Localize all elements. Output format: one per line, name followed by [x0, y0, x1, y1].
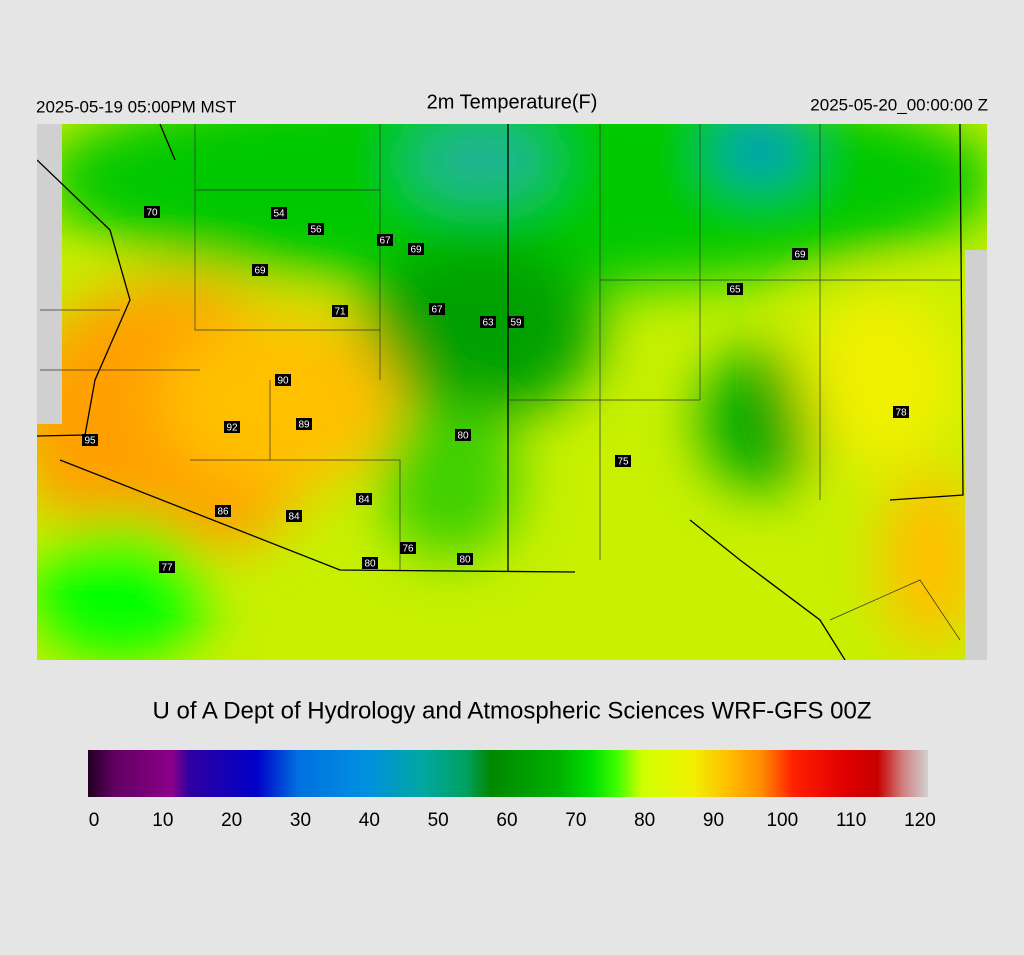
station-value: 70: [146, 208, 158, 219]
station-box: [480, 316, 496, 328]
station-box: [455, 429, 471, 441]
station-value: 84: [288, 512, 300, 523]
station-value: 80: [459, 555, 471, 566]
station-value: 90: [277, 376, 289, 387]
station-value: 63: [482, 318, 494, 329]
station-box: [508, 316, 524, 328]
station-box: [275, 374, 291, 386]
colorbar-tick-label: 10: [152, 810, 173, 831]
map: [37, 124, 987, 660]
station-value: 69: [254, 266, 266, 277]
colorbar-tick-label: 70: [565, 810, 586, 831]
colorbar-tick-label: 0: [89, 810, 100, 831]
station-value: 67: [431, 305, 443, 316]
station-box: [308, 223, 324, 235]
station-box: [286, 510, 302, 522]
station-box: [82, 434, 98, 446]
station-value: 84: [358, 495, 370, 506]
station-box: [377, 234, 393, 246]
colorbar-tick-label: 90: [703, 810, 724, 831]
station-box: [893, 406, 909, 418]
station-value: 54: [273, 209, 285, 220]
station-box: [144, 206, 160, 218]
colorbar-tick-label: 100: [766, 810, 798, 831]
station-value: 69: [794, 250, 806, 261]
station-value: 78: [895, 408, 907, 419]
station-value: 92: [226, 423, 238, 434]
colorbar-ticks: 0 10 20 30 40 50 60 70 80 90 100 110 120: [89, 810, 936, 831]
run-time: 2025-05-20_00:00:00 Z: [810, 95, 988, 114]
station-box: [356, 493, 372, 505]
station-value: 86: [217, 507, 229, 518]
station-value: 56: [310, 225, 322, 236]
station-value: 80: [457, 431, 469, 442]
colorbar-tick-label: 40: [359, 810, 380, 831]
colorbar: [88, 750, 928, 797]
stations: 70 54 56 67 69 69 71 67 63 59 65 69 90 92 89 95 80 75 78 84…: [82, 206, 909, 574]
station-box: [400, 542, 416, 554]
station-value: 80: [364, 559, 376, 570]
station-box: [215, 505, 231, 517]
station-value: 69: [410, 245, 422, 256]
station-box: [457, 553, 473, 565]
colorbar-tick-label: 30: [290, 810, 311, 831]
station-box: [429, 303, 445, 315]
station-value: 77: [161, 563, 173, 574]
station-box: [615, 455, 631, 467]
station-value: 76: [402, 544, 414, 555]
station-box: [224, 421, 240, 433]
station-box: [159, 561, 175, 573]
valid-time: 2025-05-19 05:00PM MST: [36, 97, 236, 116]
colorbar-tick-label: 110: [836, 810, 866, 831]
colorbar-tick-label: 80: [634, 810, 655, 831]
station-value: 65: [729, 285, 741, 296]
station-value: 71: [334, 307, 346, 318]
station-box: [792, 248, 808, 260]
colorbar-tick-label: 20: [221, 810, 242, 831]
station-box: [296, 418, 312, 430]
station-box: [727, 283, 743, 295]
station-box: [408, 243, 424, 255]
credit: U of A Dept of Hydrology and Atmospheric…: [153, 697, 872, 724]
station-box: [332, 305, 348, 317]
station-value: 89: [298, 420, 310, 431]
station-box: [362, 557, 378, 569]
title: 2m Temperature(F): [427, 91, 598, 113]
station-box: [271, 207, 287, 219]
station-box: [252, 264, 268, 276]
colorbar-tick-label: 120: [904, 810, 936, 831]
colorbar-tick-label: 50: [428, 810, 449, 831]
station-value: 95: [84, 436, 96, 447]
station-value: 59: [510, 318, 522, 329]
station-value: 75: [617, 457, 629, 468]
colorbar-tick-label: 60: [496, 810, 517, 831]
station-value: 67: [379, 236, 391, 247]
